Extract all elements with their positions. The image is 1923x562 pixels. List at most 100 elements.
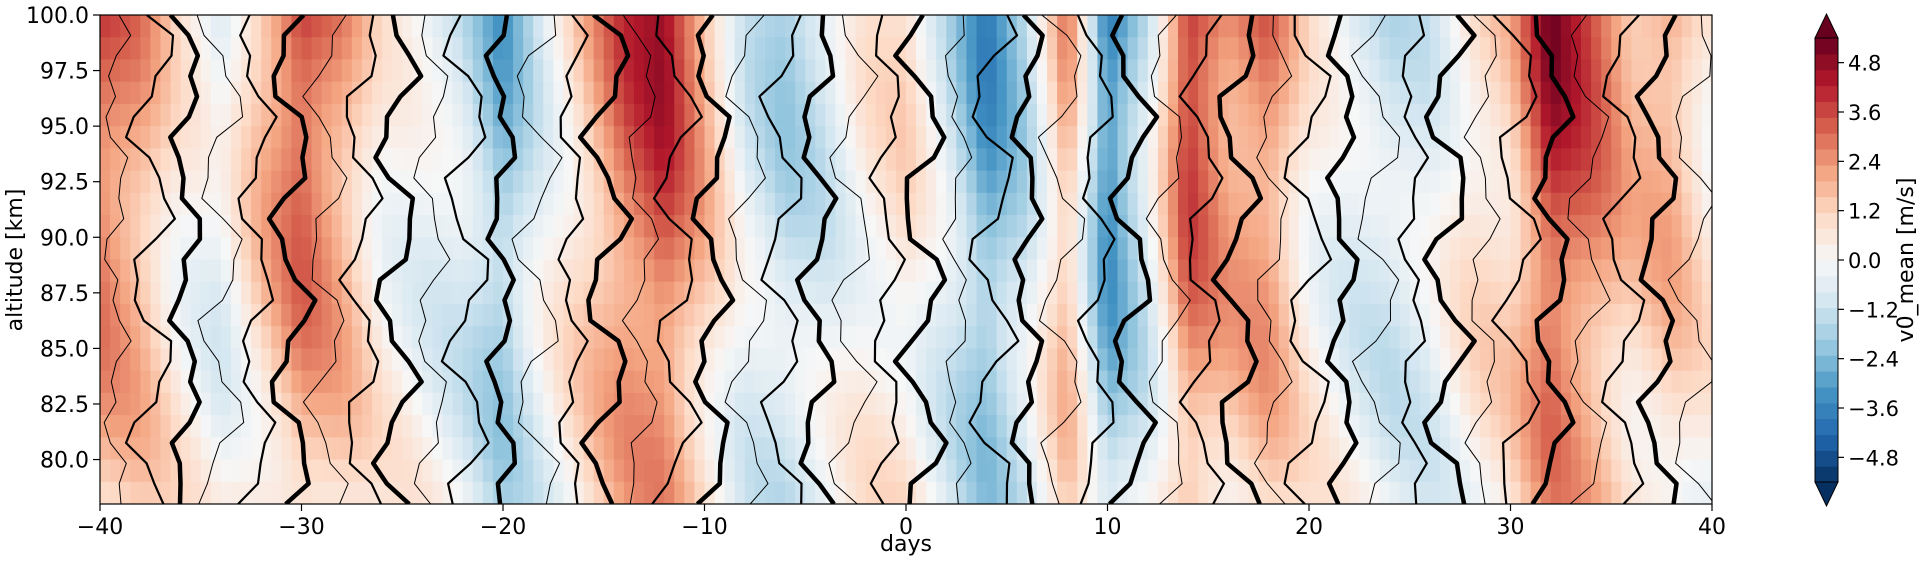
heatmap-cell bbox=[956, 259, 968, 283]
heatmap-cell bbox=[684, 37, 696, 61]
heatmap-cell bbox=[1339, 348, 1351, 372]
heatmap-cell bbox=[744, 281, 756, 305]
heatmap-cell bbox=[331, 481, 343, 504]
heatmap-cell bbox=[1178, 170, 1189, 194]
heatmap-cell bbox=[966, 459, 978, 483]
heatmap-cell bbox=[906, 259, 917, 283]
heatmap-cell bbox=[916, 481, 927, 504]
heatmap-cell bbox=[1439, 237, 1451, 261]
heatmap-cell bbox=[1701, 437, 1712, 461]
heatmap-cell bbox=[1087, 415, 1099, 439]
heatmap-cell bbox=[543, 15, 555, 39]
heatmap-cell bbox=[865, 370, 877, 394]
heatmap-cell bbox=[835, 481, 847, 504]
heatmap-cell bbox=[1621, 392, 1633, 416]
heatmap-cell bbox=[1641, 126, 1653, 150]
heatmap-cell bbox=[1208, 126, 1220, 150]
heatmap-cell bbox=[1681, 192, 1693, 216]
heatmap-cell bbox=[1137, 103, 1149, 127]
heatmap-cell bbox=[241, 415, 252, 439]
heatmap-cell bbox=[775, 326, 786, 350]
heatmap-cell bbox=[714, 103, 726, 127]
heatmap-cell bbox=[1097, 481, 1109, 504]
heatmap-cell bbox=[1641, 303, 1653, 327]
heatmap-cell bbox=[281, 215, 293, 239]
heatmap-cell bbox=[996, 126, 1008, 150]
heatmap-cell bbox=[694, 237, 706, 261]
heatmap-cell bbox=[291, 326, 303, 350]
heatmap-cell bbox=[251, 259, 263, 283]
heatmap-cell bbox=[361, 459, 373, 483]
heatmap-cell bbox=[1288, 37, 1300, 61]
heatmap-cell bbox=[1047, 215, 1058, 239]
heatmap-cell bbox=[644, 103, 655, 127]
heatmap-cell bbox=[1067, 326, 1079, 350]
heatmap-cell bbox=[714, 148, 726, 172]
heatmap-cell bbox=[936, 481, 948, 504]
heatmap-cell bbox=[946, 259, 958, 283]
heatmap-cell bbox=[150, 59, 162, 83]
heatmap-cell bbox=[412, 148, 424, 172]
heatmap-cell bbox=[946, 59, 958, 83]
heatmap-cell bbox=[563, 15, 575, 39]
heatmap-cell bbox=[1530, 237, 1542, 261]
heatmap-cell bbox=[734, 237, 746, 261]
heatmap-cell bbox=[835, 370, 847, 394]
heatmap-cell bbox=[180, 370, 192, 394]
heatmap-cell bbox=[623, 15, 635, 39]
heatmap-cell bbox=[986, 326, 998, 350]
heatmap-cell bbox=[1107, 259, 1119, 283]
heatmap-cell bbox=[1298, 170, 1310, 194]
heatmap-cell bbox=[503, 126, 514, 150]
heatmap-cell bbox=[281, 59, 293, 83]
heatmap-cell bbox=[1288, 281, 1300, 305]
heatmap-cell bbox=[1510, 259, 1522, 283]
heatmap-cell bbox=[1117, 370, 1129, 394]
heatmap-cell bbox=[120, 103, 132, 127]
heatmap-cell bbox=[432, 215, 444, 239]
heatmap-cell bbox=[1409, 192, 1421, 216]
heatmap-cell bbox=[482, 81, 494, 105]
heatmap-cell bbox=[1560, 126, 1572, 150]
heatmap-cell bbox=[865, 148, 877, 172]
heatmap-cell bbox=[140, 103, 152, 127]
heatmap-cell bbox=[1631, 81, 1643, 105]
heatmap-cell bbox=[230, 103, 242, 127]
heatmap-cell bbox=[764, 348, 776, 372]
heatmap-cell bbox=[160, 170, 172, 194]
heatmap-cell bbox=[513, 392, 524, 416]
heatmap-cell bbox=[311, 370, 323, 394]
heatmap-cell bbox=[331, 59, 343, 83]
heatmap-cell bbox=[795, 192, 807, 216]
heatmap-cell bbox=[503, 81, 514, 105]
heatmap-cell bbox=[1047, 281, 1058, 305]
heatmap-cell bbox=[654, 103, 666, 127]
heatmap-cell bbox=[1581, 126, 1592, 150]
heatmap-cell bbox=[513, 348, 524, 372]
heatmap-cell bbox=[1510, 148, 1522, 172]
heatmap-cell bbox=[1077, 326, 1089, 350]
heatmap-cell bbox=[422, 15, 434, 39]
heatmap-cell bbox=[583, 392, 595, 416]
heatmap-cell bbox=[684, 170, 696, 194]
heatmap-cell bbox=[1621, 237, 1633, 261]
heatmap-cell bbox=[412, 237, 424, 261]
heatmap-cell bbox=[1480, 215, 1492, 239]
heatmap-cell bbox=[130, 126, 142, 150]
heatmap-cell bbox=[1520, 259, 1532, 283]
heatmap-cell bbox=[543, 259, 555, 283]
heatmap-cell bbox=[150, 481, 162, 504]
heatmap-cell bbox=[825, 103, 837, 127]
heatmap-cell bbox=[1631, 348, 1643, 372]
heatmap-cell bbox=[875, 81, 887, 105]
heatmap-cell bbox=[1238, 126, 1250, 150]
heatmap-cell bbox=[1490, 15, 1502, 39]
heatmap-cell bbox=[271, 281, 283, 305]
heatmap-cell bbox=[865, 59, 877, 83]
heatmap-cell bbox=[1359, 59, 1371, 83]
heatmap-cell bbox=[180, 437, 192, 461]
heatmap-cell bbox=[150, 303, 162, 327]
heatmap-cell bbox=[644, 392, 655, 416]
heatmap-cell bbox=[1701, 303, 1712, 327]
heatmap-cell bbox=[906, 281, 917, 305]
